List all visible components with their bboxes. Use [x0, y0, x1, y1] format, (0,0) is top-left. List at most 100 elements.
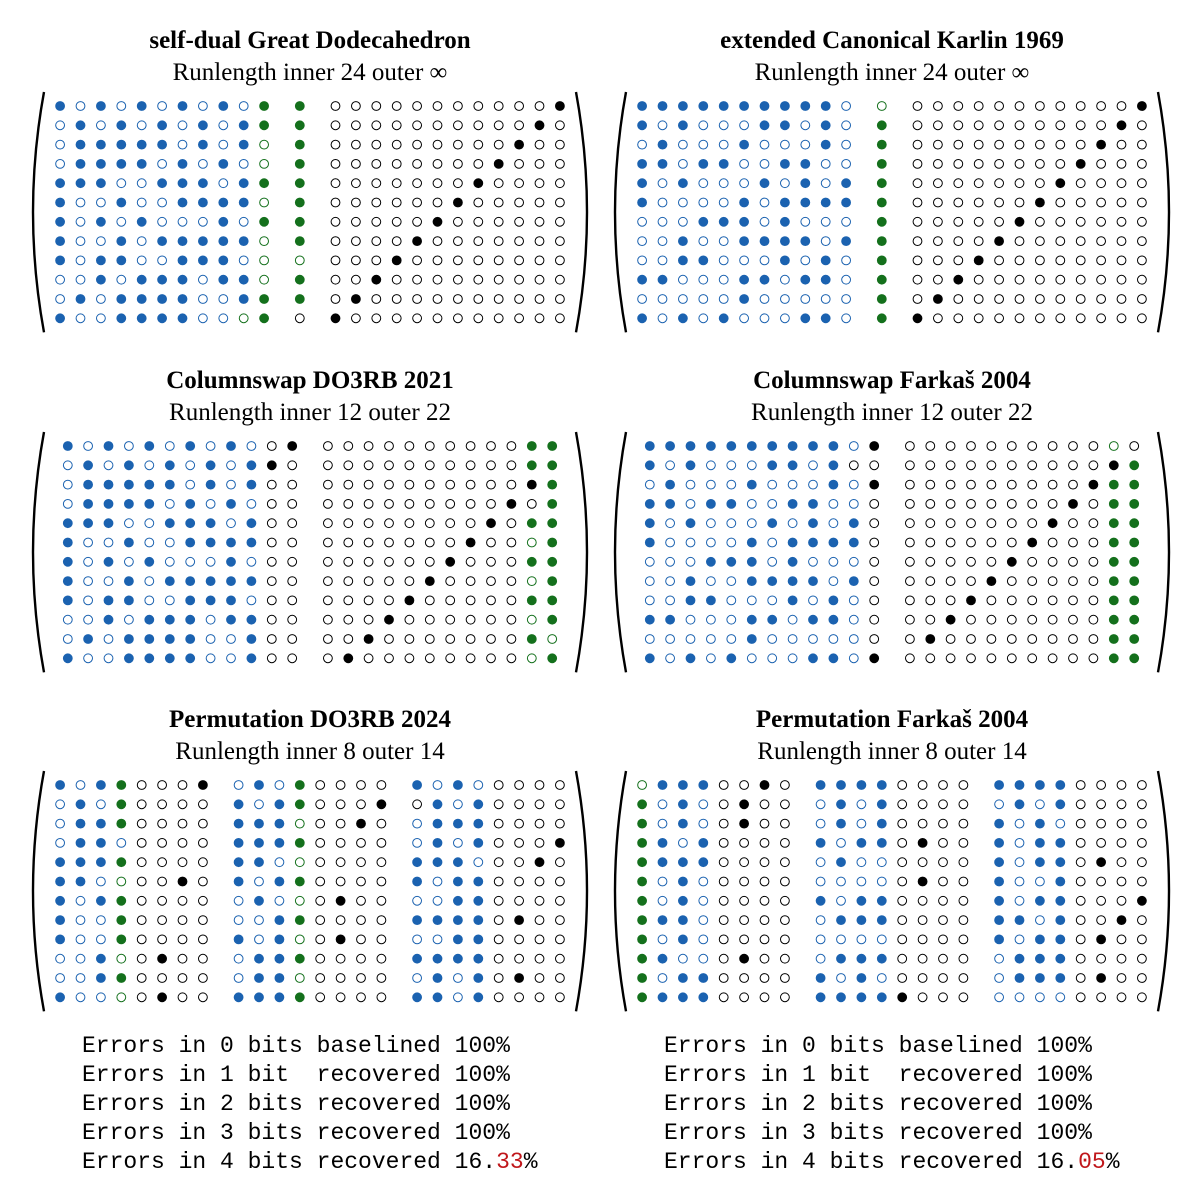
identity-bit-zero — [315, 915, 326, 926]
identity-bit-zero — [376, 973, 387, 983]
identity-bit-zero — [493, 818, 504, 829]
identity-bit-zero — [356, 838, 366, 848]
data-bit-one — [144, 556, 155, 567]
identity-bit-zero — [917, 799, 928, 810]
identity-bit-zero — [1027, 499, 1038, 509]
data-bit-one — [205, 479, 216, 490]
identity-bit-zero — [1014, 255, 1025, 266]
identity-bit-zero — [157, 838, 168, 848]
data-bit-zero — [1014, 857, 1025, 868]
identity-bit-zero — [986, 499, 997, 509]
identity-bit-zero — [335, 780, 346, 790]
data-bit-zero — [55, 274, 66, 285]
data-bit-one — [665, 614, 675, 625]
data-bit-one — [678, 236, 688, 247]
data-bit-one — [678, 934, 688, 945]
data-bit-one — [841, 178, 852, 189]
data-bit-zero — [75, 953, 86, 964]
identity-bit-zero — [780, 895, 790, 906]
identity-bit-zero — [1088, 441, 1099, 451]
identity-bit-zero — [966, 479, 976, 490]
data-bit-one — [876, 799, 887, 810]
identity-bit-zero — [912, 139, 923, 150]
identity-bit-zero — [1068, 479, 1078, 490]
check-bit-one — [526, 556, 537, 567]
identity-bit-zero — [780, 953, 790, 964]
data-bit-zero — [800, 139, 811, 150]
identity-bit-zero — [897, 857, 908, 868]
identity-bit-zero — [315, 992, 326, 1003]
data-bit-one — [185, 499, 196, 509]
data-bit-one — [116, 139, 127, 150]
data-bit-zero — [75, 101, 86, 111]
data-bit-one — [96, 255, 106, 266]
identity-bit-zero — [506, 634, 517, 644]
identity-bit-zero — [356, 953, 366, 964]
check-bit-one — [876, 159, 887, 169]
identity-bit-zero — [493, 780, 504, 790]
identity-bit-zero — [759, 915, 770, 926]
identity-bit-zero — [514, 178, 525, 189]
data-bit-one — [746, 576, 757, 587]
identity-bit-zero — [1116, 876, 1127, 887]
identity-bit-zero — [198, 915, 208, 926]
identity-bit-zero — [739, 838, 750, 848]
identity-bit-zero — [1055, 159, 1066, 169]
data-bit-one — [157, 236, 168, 247]
data-bit-one — [62, 653, 73, 664]
identity-bit-zero — [718, 876, 729, 887]
identity-bit-zero — [958, 992, 969, 1003]
data-bit-zero — [780, 178, 790, 189]
identity-bit-zero — [897, 818, 908, 829]
data-bit-one — [739, 294, 750, 304]
data-bit-zero — [55, 139, 66, 150]
identity-bit-zero — [136, 838, 147, 848]
data-bit-zero — [685, 537, 696, 548]
identity-bit-zero — [330, 274, 341, 285]
identity-bit-zero — [330, 236, 341, 247]
data-bit-one — [136, 216, 147, 227]
identity-bit-zero — [759, 838, 770, 848]
check-bit-one — [547, 576, 558, 587]
identity-bit-zero — [1035, 274, 1045, 285]
identity-bit-zero — [953, 139, 964, 150]
data-bit-one — [1035, 780, 1045, 790]
identity-bit-zero — [534, 101, 545, 111]
identity-bit-zero — [136, 818, 147, 829]
identity-bit-one — [986, 576, 997, 587]
identity-bit-zero — [445, 518, 456, 529]
identity-bit-zero — [432, 120, 443, 131]
data-bit-zero — [412, 934, 423, 945]
identity-bit-one — [1096, 857, 1107, 868]
data-bit-zero — [657, 973, 668, 983]
identity-bit-zero — [966, 441, 976, 451]
data-bit-one — [96, 953, 106, 964]
identity-bit-zero — [363, 653, 374, 664]
identity-bit-zero — [177, 799, 188, 810]
data-bit-one — [432, 915, 443, 926]
data-bit-one — [828, 595, 839, 606]
data-bit-one — [746, 556, 757, 567]
identity-bit-zero — [718, 857, 729, 868]
data-bit-zero — [698, 294, 709, 304]
data-bit-one — [820, 313, 831, 324]
data-bit-zero — [841, 159, 852, 169]
data-bit-one — [800, 178, 811, 189]
identity-bit-zero — [780, 838, 790, 848]
identity-bit-zero — [1088, 499, 1099, 509]
data-bit-zero — [254, 799, 264, 810]
data-bit-zero — [678, 294, 688, 304]
check-bit-one — [637, 838, 648, 848]
bit-matrix — [31, 770, 589, 1012]
data-bit-one — [116, 120, 127, 131]
data-bit-zero — [177, 139, 188, 150]
identity-bit-one — [869, 441, 880, 451]
identity-bit-zero — [465, 499, 476, 509]
data-bit-one — [246, 634, 257, 644]
identity-bit-zero — [1027, 556, 1038, 567]
data-bit-zero — [787, 653, 798, 664]
identity-bit-zero — [287, 537, 298, 548]
identity-bit-one — [555, 838, 565, 848]
identity-bit-zero — [363, 499, 374, 509]
data-bit-one — [828, 614, 839, 625]
